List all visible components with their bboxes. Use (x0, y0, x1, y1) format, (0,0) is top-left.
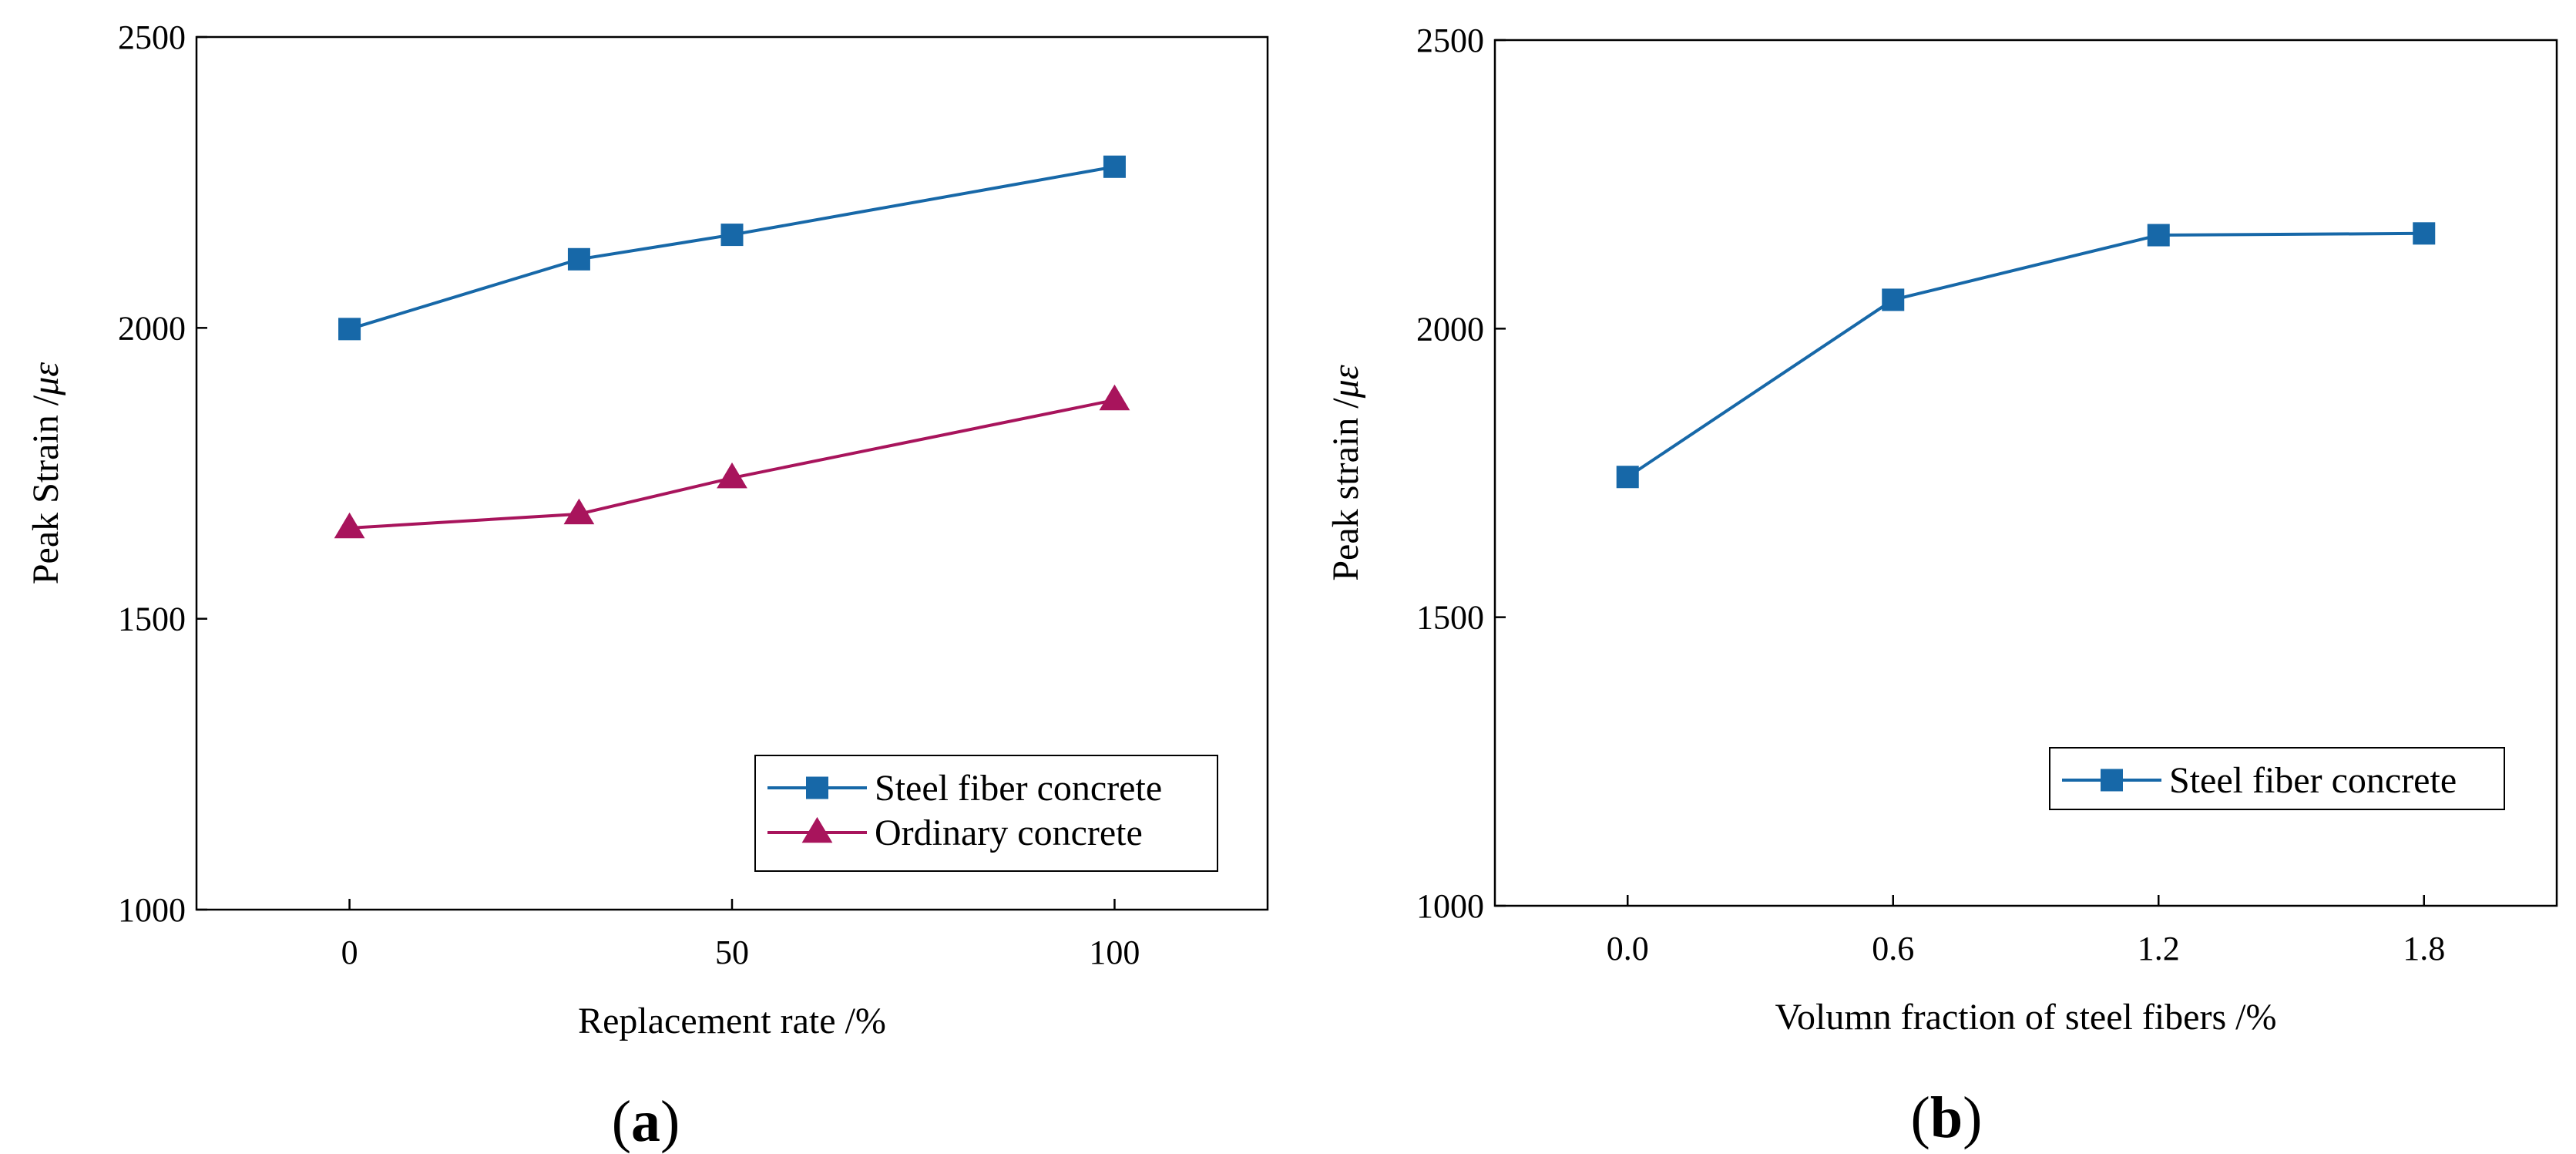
legend: Steel fiber concrete (2049, 747, 2505, 810)
x-axis-title: Volumn fraction of steel fibers /% (1775, 997, 2277, 1038)
y-tick-label: 1000 (1416, 887, 1484, 925)
x-tick-label: 0 (341, 934, 358, 971)
x-tick-label: 0.0 (1607, 930, 1649, 967)
panel-label-open: ( (612, 1089, 631, 1154)
series-line (1627, 231, 2424, 479)
series-2 (334, 384, 1130, 539)
series-1 (338, 155, 1126, 341)
legend-label: Steel fiber concrete (2169, 760, 2457, 801)
panel-label-close: ) (1963, 1085, 1982, 1150)
legend-marker (801, 816, 833, 843)
legend-marker (2101, 769, 2123, 792)
legend-label: Ordinary concrete (875, 813, 1143, 853)
y-tick-label: 1500 (118, 601, 186, 638)
data-point (334, 512, 365, 539)
data-point (1616, 466, 1639, 489)
data-point (563, 498, 595, 525)
y-axis-title: Peak strain /με (1325, 365, 1366, 580)
y-tick-label: 2000 (1416, 310, 1484, 348)
x-tick-label: 1.8 (2403, 930, 2445, 967)
data-point (338, 318, 361, 341)
y-tick-label: 2500 (118, 19, 186, 56)
panel-label: (b) (1911, 1085, 1983, 1150)
series-line (349, 398, 1115, 530)
x-axis-title: Replacement rate /% (578, 1001, 886, 1041)
data-point (1103, 155, 1126, 178)
series-1 (1616, 222, 2436, 489)
data-point (567, 247, 590, 271)
x-tick-label: 1.2 (2138, 930, 2180, 967)
legend-label: Steel fiber concrete (875, 768, 1162, 809)
y-axis-title: Peak Strain /με (25, 362, 66, 584)
chart-panel-b: 1000 1500 2000 2500 0.0 0.6 1.2 1.8 Volumn fract… (1325, 22, 2558, 1150)
y-axis-title-unit: με (1325, 365, 1366, 399)
data-point (2413, 222, 2436, 245)
data-point (1882, 288, 1905, 311)
y-tick-label: 2500 (1416, 22, 1484, 59)
data-point (2147, 224, 2170, 247)
y-tick-label: 1500 (1416, 599, 1484, 637)
data-point (720, 224, 744, 247)
plot-frame (1493, 39, 2558, 907)
panel-label-close: ) (660, 1089, 680, 1154)
panel-label: (a) (612, 1089, 680, 1154)
panel-label-letter: a (631, 1089, 660, 1154)
x-tick-label: 50 (715, 934, 749, 971)
series-line (348, 165, 1115, 331)
x-tick-label: 100 (1089, 934, 1140, 971)
panel-label-letter: b (1930, 1085, 1963, 1150)
chart-panel-a: 1000 1500 2000 2500 0 50 100 Replacement rate /… (25, 19, 1269, 1154)
legend-box (754, 755, 1218, 872)
y-axis-title-text: Peak Strain / (25, 395, 66, 584)
legend-marker (806, 776, 828, 799)
data-point (1099, 384, 1130, 411)
y-axis-title-text: Peak strain / (1325, 398, 1366, 581)
y-axis-title-unit: με (25, 362, 66, 396)
y-tick-label: 2000 (118, 309, 186, 347)
data-point (717, 462, 747, 489)
x-tick-label: 0.6 (1872, 930, 1914, 967)
panel-label-open: ( (1911, 1085, 1930, 1150)
y-tick-label: 1000 (118, 891, 186, 929)
